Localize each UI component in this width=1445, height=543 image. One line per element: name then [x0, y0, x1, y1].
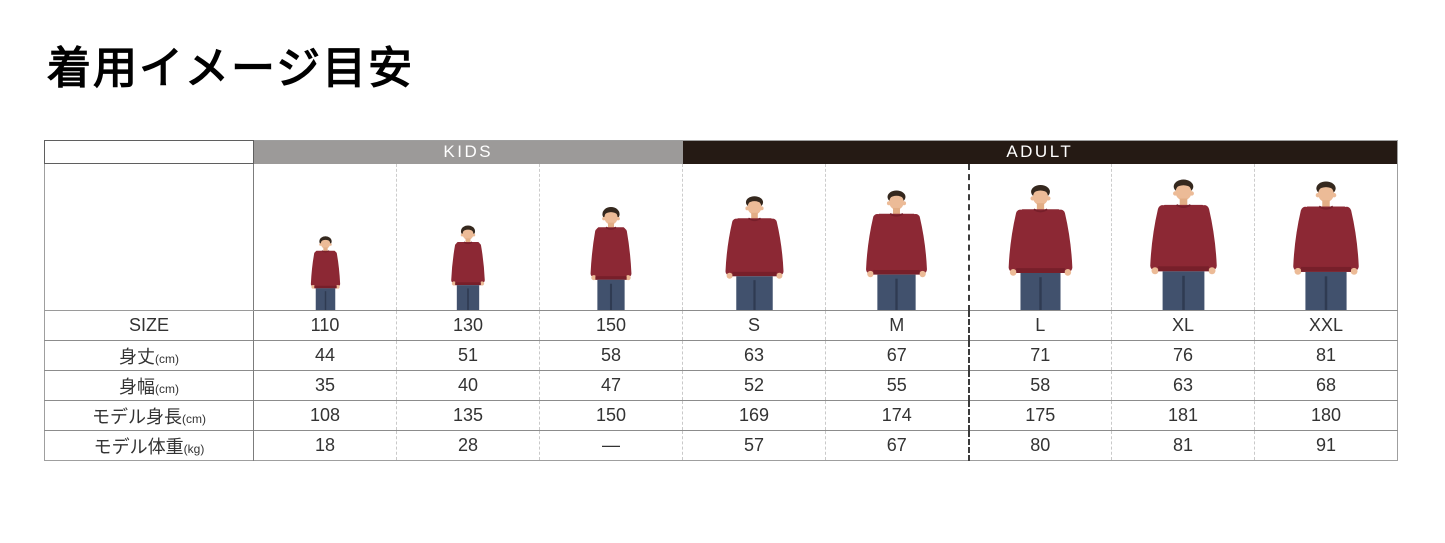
kid-model-figure-icon — [302, 234, 349, 310]
row-label: モデル体重(kg) — [44, 430, 254, 461]
table-cell: 180 — [1254, 400, 1398, 431]
table-cell: 55 — [825, 370, 969, 401]
table-cell: XXL — [1254, 310, 1398, 341]
model-photo-130 — [396, 163, 540, 311]
page-title: 着用イメージ目安 — [47, 44, 415, 93]
table-cell: S — [682, 310, 826, 341]
table-cell: M — [825, 310, 969, 341]
corner-cell — [44, 140, 254, 164]
body-width-row: 身幅(cm) 35 40 47 52 55 58 63 68 — [44, 370, 1398, 401]
row-label-text: モデル身長 — [92, 406, 182, 427]
row-label: モデル身長(cm) — [44, 400, 254, 431]
table-cell: 150 — [538, 400, 683, 431]
table-cell: 44 — [253, 340, 397, 371]
size-row: SIZE 110 130 150 S M L XL XXL — [44, 310, 1398, 341]
model-photo-l — [967, 163, 1112, 311]
table-cell: 52 — [682, 370, 826, 401]
adult-model-figure-icon — [713, 194, 796, 310]
table-cell: 71 — [967, 340, 1112, 371]
row-label: SIZE — [44, 310, 254, 341]
table-cell: 57 — [682, 430, 826, 461]
table-cell: 181 — [1111, 400, 1255, 431]
table-cell: 91 — [1254, 430, 1398, 461]
table-cell: 58 — [967, 370, 1112, 401]
table-cell: 76 — [1111, 340, 1255, 371]
table-cell: 80 — [967, 430, 1112, 461]
table-cell: 110 — [253, 310, 397, 341]
table-cell: 51 — [396, 340, 540, 371]
table-cell: 81 — [1111, 430, 1255, 461]
row-label-unit: (cm) — [155, 351, 179, 366]
table-cell: 175 — [967, 400, 1112, 431]
model-photo-110 — [253, 163, 397, 311]
table-cell: 35 — [253, 370, 397, 401]
table-cell: 108 — [253, 400, 397, 431]
row-label-text: モデル体重 — [93, 436, 184, 457]
row-label-unit: (cm) — [155, 381, 179, 396]
model-photo-m — [825, 163, 969, 311]
table-cell: L — [967, 310, 1112, 341]
table-cell: 58 — [538, 340, 683, 371]
row-label-unit: (cm) — [182, 411, 206, 426]
adult-model-figure-icon — [1279, 179, 1373, 310]
model-photo-xl — [1111, 163, 1255, 311]
table-cell: 40 — [396, 370, 540, 401]
row-label-unit: (kg) — [183, 441, 205, 456]
model-photo-s — [682, 163, 826, 311]
model-photo-150 — [538, 163, 683, 311]
row-label-text: SIZE — [128, 315, 169, 335]
table-cell: 67 — [825, 430, 969, 461]
table-cell: 47 — [538, 370, 683, 401]
table-cell: XL — [1111, 310, 1255, 341]
kid-model-figure-icon — [441, 223, 495, 310]
row-label: 身丈(cm) — [44, 340, 254, 371]
table-cell: 63 — [1111, 370, 1255, 401]
table-cell: 174 — [825, 400, 969, 431]
kid-model-figure-icon — [578, 204, 644, 310]
row-label-text: 身幅 — [119, 376, 155, 397]
adult-band: ADULT — [682, 140, 1398, 164]
adult-model-figure-icon — [1136, 177, 1231, 310]
table-cell: 130 — [396, 310, 540, 341]
model-photo-xxl — [1254, 163, 1398, 311]
group-header-row: KIDS ADULT — [44, 140, 1398, 164]
table-cell: 67 — [825, 340, 969, 371]
row-label-text: 身丈 — [119, 346, 155, 367]
empty-label-cell — [44, 163, 254, 311]
table-cell: 169 — [682, 400, 826, 431]
table-cell: 68 — [1254, 370, 1398, 401]
table-cell: 135 — [396, 400, 540, 431]
model-photos-row — [44, 163, 1398, 311]
model-height-row: モデル身長(cm) 108 135 150 169 174 175 181 18… — [44, 400, 1398, 431]
table-cell: 63 — [682, 340, 826, 371]
kids-band: KIDS — [253, 140, 683, 164]
table-cell: 28 — [396, 430, 540, 461]
row-label: 身幅(cm) — [44, 370, 254, 401]
body-length-row: 身丈(cm) 44 51 58 63 67 71 76 81 — [44, 340, 1398, 371]
model-weight-row: モデル体重(kg) 18 28 — 57 67 80 81 91 — [44, 430, 1398, 461]
size-chart-table: KIDS ADULT SIZE 110 130 1 — [44, 140, 1399, 461]
table-cell: 81 — [1254, 340, 1398, 371]
adult-model-figure-icon — [853, 188, 940, 310]
table-cell: 150 — [538, 310, 683, 341]
table-cell: 18 — [253, 430, 397, 461]
adult-model-figure-icon — [995, 182, 1086, 310]
table-cell: — — [538, 430, 683, 461]
